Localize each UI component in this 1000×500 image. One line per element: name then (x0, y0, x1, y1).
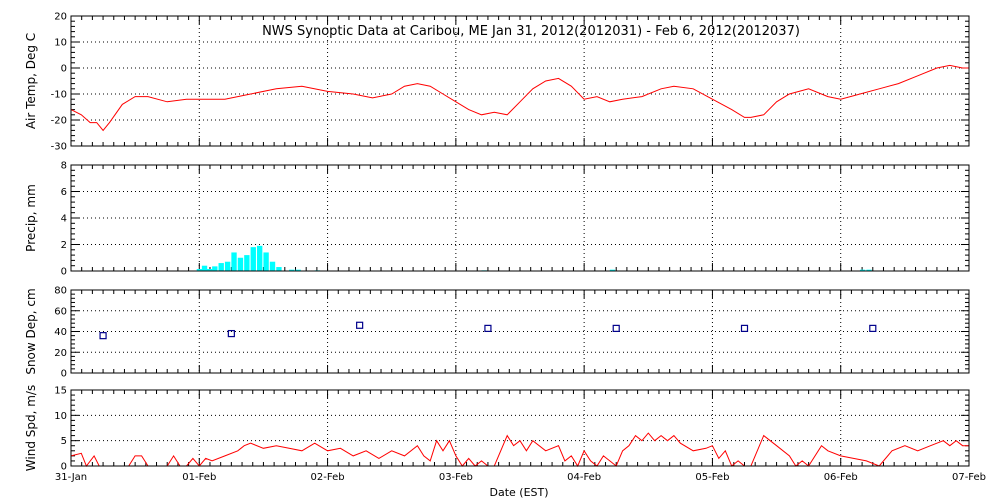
panel-wind-speed-ytick-label: 0 (61, 462, 67, 473)
panel-precip-bar (257, 245, 263, 271)
x-tick-label: 03-Feb (439, 472, 473, 483)
panel-precip-ytick-label: 8 (61, 161, 67, 172)
panel-precip-bar (609, 269, 616, 271)
panel-air-temp-ytick-label: -10 (51, 90, 67, 101)
x-tick-label: 31-Jan (55, 472, 87, 483)
x-tick-label: 04-Feb (567, 472, 601, 483)
panel-snow-depth-marker (612, 324, 620, 332)
x-axis-label: Date (EST) (489, 486, 548, 499)
panel-snow-depth-marker (484, 324, 492, 332)
panel-precip-ylabel: Precip, mm (24, 184, 38, 252)
panel-precip-ytick-label: 2 (61, 240, 67, 251)
x-tick-label: 01-Feb (182, 472, 216, 483)
panel-precip: 0 2 4 6 8 Precip, mm (24, 161, 970, 278)
panel-wind-speed-ylabel: Wind Spd, m/s (24, 385, 38, 471)
panel-precip-bar (276, 267, 282, 271)
panel-wind-speed-series-line (70, 432, 969, 468)
panel-precip-bar (212, 266, 218, 271)
panel-precip-bar (289, 269, 295, 271)
panel-precip-bar (231, 252, 237, 271)
panel-wind-speed-ytick-label: 15 (54, 386, 67, 397)
panel-snow-depth-ylabel: Snow Dep, cm (24, 288, 38, 374)
panels-group: -30 -20 -10 0 10 20 Air Temp, Deg C 0 2 4 6 8 Precip… (24, 12, 986, 484)
panel-snow-depth-ytick-label: 60 (54, 306, 67, 317)
panel-precip-bar (196, 269, 203, 271)
panel-precip-bar (237, 257, 244, 271)
panel-precip-ytick-label: 0 (61, 267, 67, 278)
chart-title: NWS Synoptic Data at Caribou, ME Jan 31,… (262, 24, 800, 39)
panel-precip-ytick-label: 6 (61, 187, 67, 198)
x-tick-label: 05-Feb (695, 472, 729, 483)
panel-snow-depth-marker (740, 324, 749, 332)
panel-snow-depth-ytick-label: 0 (61, 369, 67, 380)
panel-precip-bar (859, 269, 866, 271)
panel-precip-bar (269, 261, 276, 271)
panel-air-temp-series-line (70, 64, 969, 132)
panel-precip-bar (244, 255, 250, 271)
x-tick-label: 06-Feb (824, 472, 858, 483)
panel-snow-depth-frame (70, 289, 970, 374)
panel-precip-bar (201, 265, 208, 271)
panel-precip-bar (224, 261, 231, 271)
x-tick-label: 07-Feb (952, 472, 986, 483)
panel-air-temp-ytick-label: 10 (54, 38, 67, 49)
panel-air-temp-ytick-label: 20 (54, 12, 67, 23)
panel-precip-frame (70, 164, 970, 272)
panel-precip-bar (263, 252, 269, 271)
panel-snow-depth-marker (869, 324, 877, 332)
panel-air-temp-ytick-label: 0 (61, 64, 67, 75)
panel-snow-depth-marker (356, 321, 364, 329)
panel-precip-bar (218, 263, 224, 271)
panel-snow-depth-marker (99, 332, 107, 340)
panel-snow-depth-ytick-label: 20 (54, 348, 67, 359)
x-tick-label: 02-Feb (311, 472, 345, 483)
panel-precip-bar (250, 247, 256, 271)
panel-air-temp: -30 -20 -10 0 10 20 Air Temp, Deg C (24, 12, 970, 153)
panel-wind-speed-frame (70, 389, 970, 467)
panel-air-temp-ylabel: Air Temp, Deg C (24, 33, 38, 129)
panel-air-temp-frame (70, 15, 970, 147)
panel-precip-bar (206, 269, 213, 271)
panel-wind-speed: 0 5 10 15 Wind Spd, m/s (24, 385, 970, 473)
panel-snow-depth-marker (227, 329, 235, 338)
panel-precip-bar (866, 269, 872, 271)
panel-air-temp-ytick-label: -20 (51, 116, 67, 127)
panel-wind-speed-ytick-label: 5 (61, 436, 67, 447)
panel-air-temp-ytick-label: -30 (51, 142, 67, 153)
panel-snow-depth-ytick-label: 80 (54, 286, 67, 297)
panel-snow-depth: 0 20 40 60 80 Snow Dep, cm (24, 286, 970, 380)
panel-precip-bar (295, 269, 301, 271)
panel-precip-ytick-label: 4 (61, 214, 67, 225)
panel-snow-depth-ytick-label: 40 (54, 327, 67, 338)
panel-wind-speed-ytick-label: 10 (54, 411, 67, 422)
